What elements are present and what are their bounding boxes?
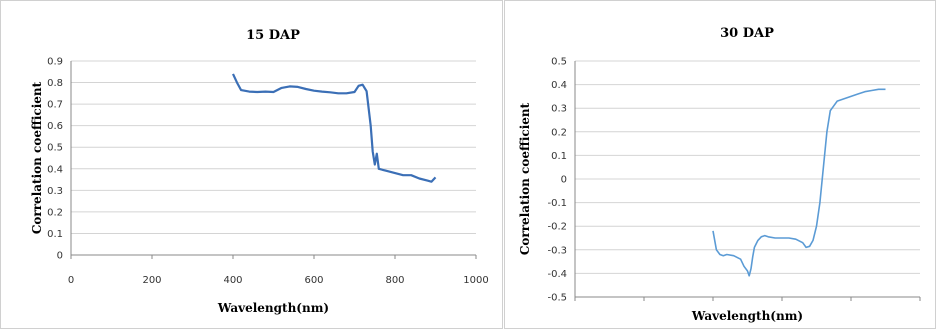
chart-panel-30dap: 30 DAP -0.5 -0.4 -0.3 -0.2 -0.1 0 0.1 0.2 0.3 0.4 0…: [504, 0, 936, 329]
x-axis-label: Wavelength(nm): [691, 309, 803, 323]
x-tick-label: 400: [703, 1, 722, 4]
y-tick-label: 0.4: [551, 80, 567, 91]
x-tick-label: 600: [772, 1, 791, 4]
series-line: [232, 73, 437, 183]
x-tick-label: 200: [634, 1, 653, 4]
y-tick-label: 0.2: [551, 127, 567, 138]
y-tick-label: 0.6: [47, 121, 63, 132]
x-tick-label: 800: [841, 1, 860, 4]
x-axis-label: Wavelength(nm): [217, 301, 329, 315]
y-tick-label: 0.4: [47, 164, 63, 175]
y-tick-label: 0.7: [47, 100, 63, 111]
y-tick-label: 0.5: [47, 143, 63, 154]
chart-15dap: 15 DAP 0 0.1 0.2 0.3 0.4 0.5 0.6 0.7 0.8 0.9 0 200 40…: [30, 28, 489, 315]
series-line: [712, 88, 886, 277]
x-tick-label: 1000: [463, 275, 488, 286]
y-tick-label: 0.1: [551, 151, 567, 162]
x-tick-label: 0: [572, 1, 578, 4]
y-tick-label: 0.3: [47, 186, 63, 197]
y-tick-label: -0.5: [547, 293, 567, 304]
y-tick-label: -0.2: [547, 222, 567, 233]
y-tick-label: -0.1: [547, 198, 567, 209]
x-tick-label: 0: [68, 275, 74, 286]
y-tick-label: 0: [57, 251, 63, 262]
y-tick-label: -0.4: [547, 269, 567, 280]
chart-title: 15 DAP: [246, 28, 300, 43]
chart-30dap: 30 DAP -0.5 -0.4 -0.3 -0.2 -0.1 0 0.1 0.2 0.3 0.4 0…: [518, 1, 933, 323]
y-axis-label: Correlation coefficient: [30, 81, 44, 234]
y-tick-label: -0.3: [547, 245, 567, 256]
y-axis-label: Correlation coefficient: [518, 102, 532, 255]
x-tick-label: 400: [223, 275, 242, 286]
chart-title: 30 DAP: [720, 26, 774, 41]
y-tick-label: 0.1: [47, 229, 63, 240]
x-tick-label: 200: [142, 275, 161, 286]
y-tick-label: 0: [561, 175, 567, 186]
y-tick-label: 0.3: [551, 104, 567, 115]
y-tick-label: 0.8: [47, 78, 63, 89]
x-tick-label: 600: [304, 275, 323, 286]
y-tick-label: 0.9: [47, 57, 63, 68]
chart-panel-15dap: 15 DAP 0 0.1 0.2 0.3 0.4 0.5 0.6 0.7 0.8 0.9 0 200 40…: [0, 0, 503, 329]
x-tick-label: 1000: [907, 1, 932, 4]
y-tick-label: 0.2: [47, 207, 63, 218]
x-tick-label: 800: [385, 275, 404, 286]
y-tick-label: 0.5: [551, 57, 567, 68]
